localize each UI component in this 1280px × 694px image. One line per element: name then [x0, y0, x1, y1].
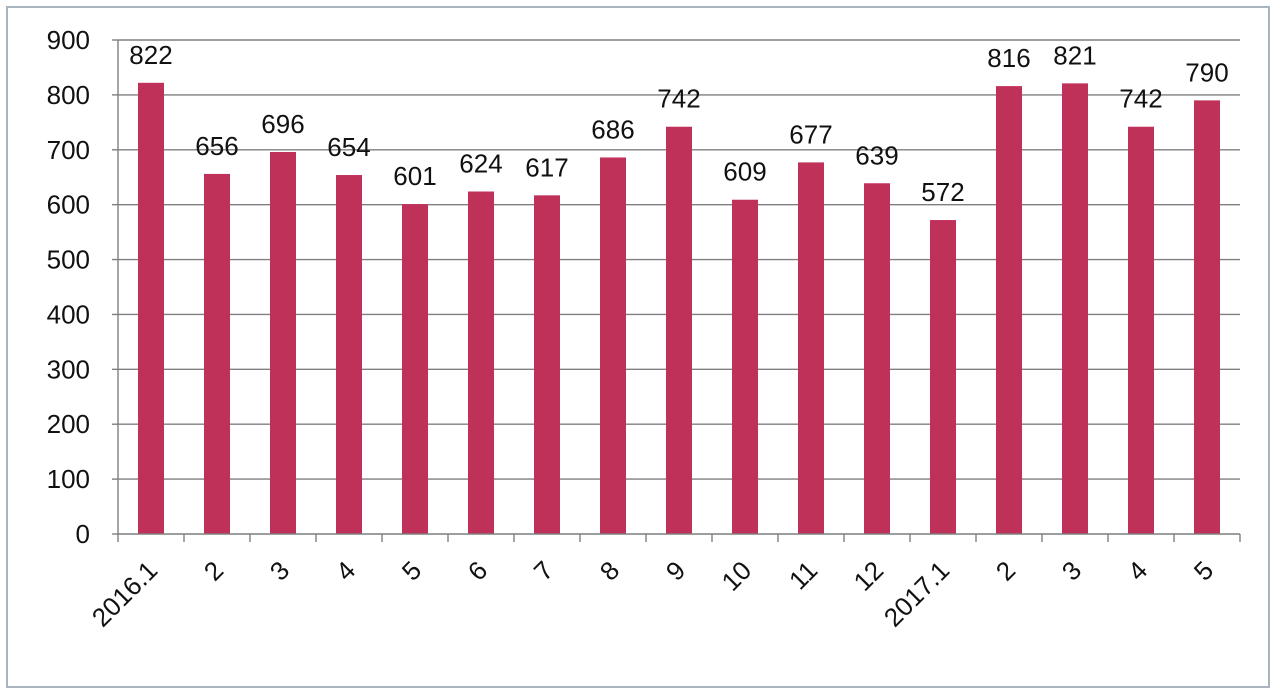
- y-tick-label: 500: [47, 245, 90, 275]
- bar: [1128, 126, 1154, 535]
- x-tick-label: 4: [1122, 555, 1153, 586]
- x-tick-label: 2: [198, 555, 229, 586]
- data-label: 696: [261, 109, 304, 139]
- data-label: 821: [1053, 40, 1096, 70]
- y-tick-label: 800: [47, 80, 90, 110]
- data-label: 617: [525, 152, 568, 182]
- bar: [732, 199, 758, 534]
- data-label: 609: [723, 157, 766, 187]
- x-tick-label: 2: [990, 555, 1021, 586]
- data-label: 639: [855, 140, 898, 170]
- data-label: 677: [789, 119, 832, 149]
- y-tick-label: 600: [47, 190, 90, 220]
- bar: [204, 173, 230, 534]
- y-tick-label: 300: [47, 354, 90, 384]
- x-tick-label: 2016.1: [86, 555, 163, 632]
- axes: [112, 39, 1241, 542]
- bars: [138, 82, 1220, 535]
- bar: [402, 204, 428, 534]
- y-axis-tick-labels: 0 100 200 300 400 500 600 700 800 900: [47, 25, 90, 549]
- data-label: 601: [393, 161, 436, 191]
- x-tick-label: 6: [462, 555, 493, 586]
- x-tick-label: 12: [848, 555, 890, 597]
- y-tick-label: 100: [47, 464, 90, 494]
- bar: [600, 157, 626, 534]
- data-label: 742: [1119, 84, 1162, 114]
- data-label: 572: [921, 177, 964, 207]
- bar: [1194, 100, 1220, 534]
- x-tick-label: 2017.1: [878, 555, 955, 632]
- data-labels: 822 656 696 654 601 624 617 686 742 609 677 639 572 8…: [129, 40, 1228, 207]
- y-tick-label: 700: [47, 135, 90, 165]
- bar: [270, 151, 296, 534]
- bar: [336, 175, 362, 534]
- x-tick-label: 7: [528, 555, 559, 586]
- x-tick-label: 9: [660, 555, 691, 586]
- bar: [468, 191, 494, 534]
- bar: [864, 183, 890, 534]
- bar: [1062, 83, 1088, 535]
- x-tick-label: 3: [1056, 555, 1087, 586]
- x-tick-label: 8: [594, 555, 625, 586]
- y-tick-label: 0: [76, 519, 90, 549]
- y-tick-label: 900: [47, 25, 90, 55]
- data-label: 654: [327, 132, 370, 162]
- data-label: 822: [129, 40, 172, 70]
- y-tick-label: 400: [47, 299, 90, 329]
- data-label: 656: [195, 131, 238, 161]
- bar: [534, 195, 560, 534]
- x-tick-label: 3: [264, 555, 295, 586]
- x-tick-label: 11: [783, 555, 823, 595]
- bar: [930, 220, 956, 534]
- data-label: 790: [1185, 57, 1228, 87]
- bar: [138, 82, 164, 535]
- bar: [996, 86, 1022, 535]
- y-tick-label: 200: [47, 409, 90, 439]
- data-label: 686: [591, 114, 634, 144]
- bar: [666, 126, 692, 535]
- x-tick-label: 5: [396, 555, 427, 586]
- data-label: 816: [987, 43, 1030, 73]
- data-label: 624: [459, 148, 502, 178]
- data-label: 742: [657, 84, 700, 114]
- x-tick-label: 4: [330, 555, 361, 586]
- x-tick-label: 10: [716, 555, 758, 597]
- x-tick-label: 5: [1188, 555, 1219, 586]
- bar: [798, 162, 824, 534]
